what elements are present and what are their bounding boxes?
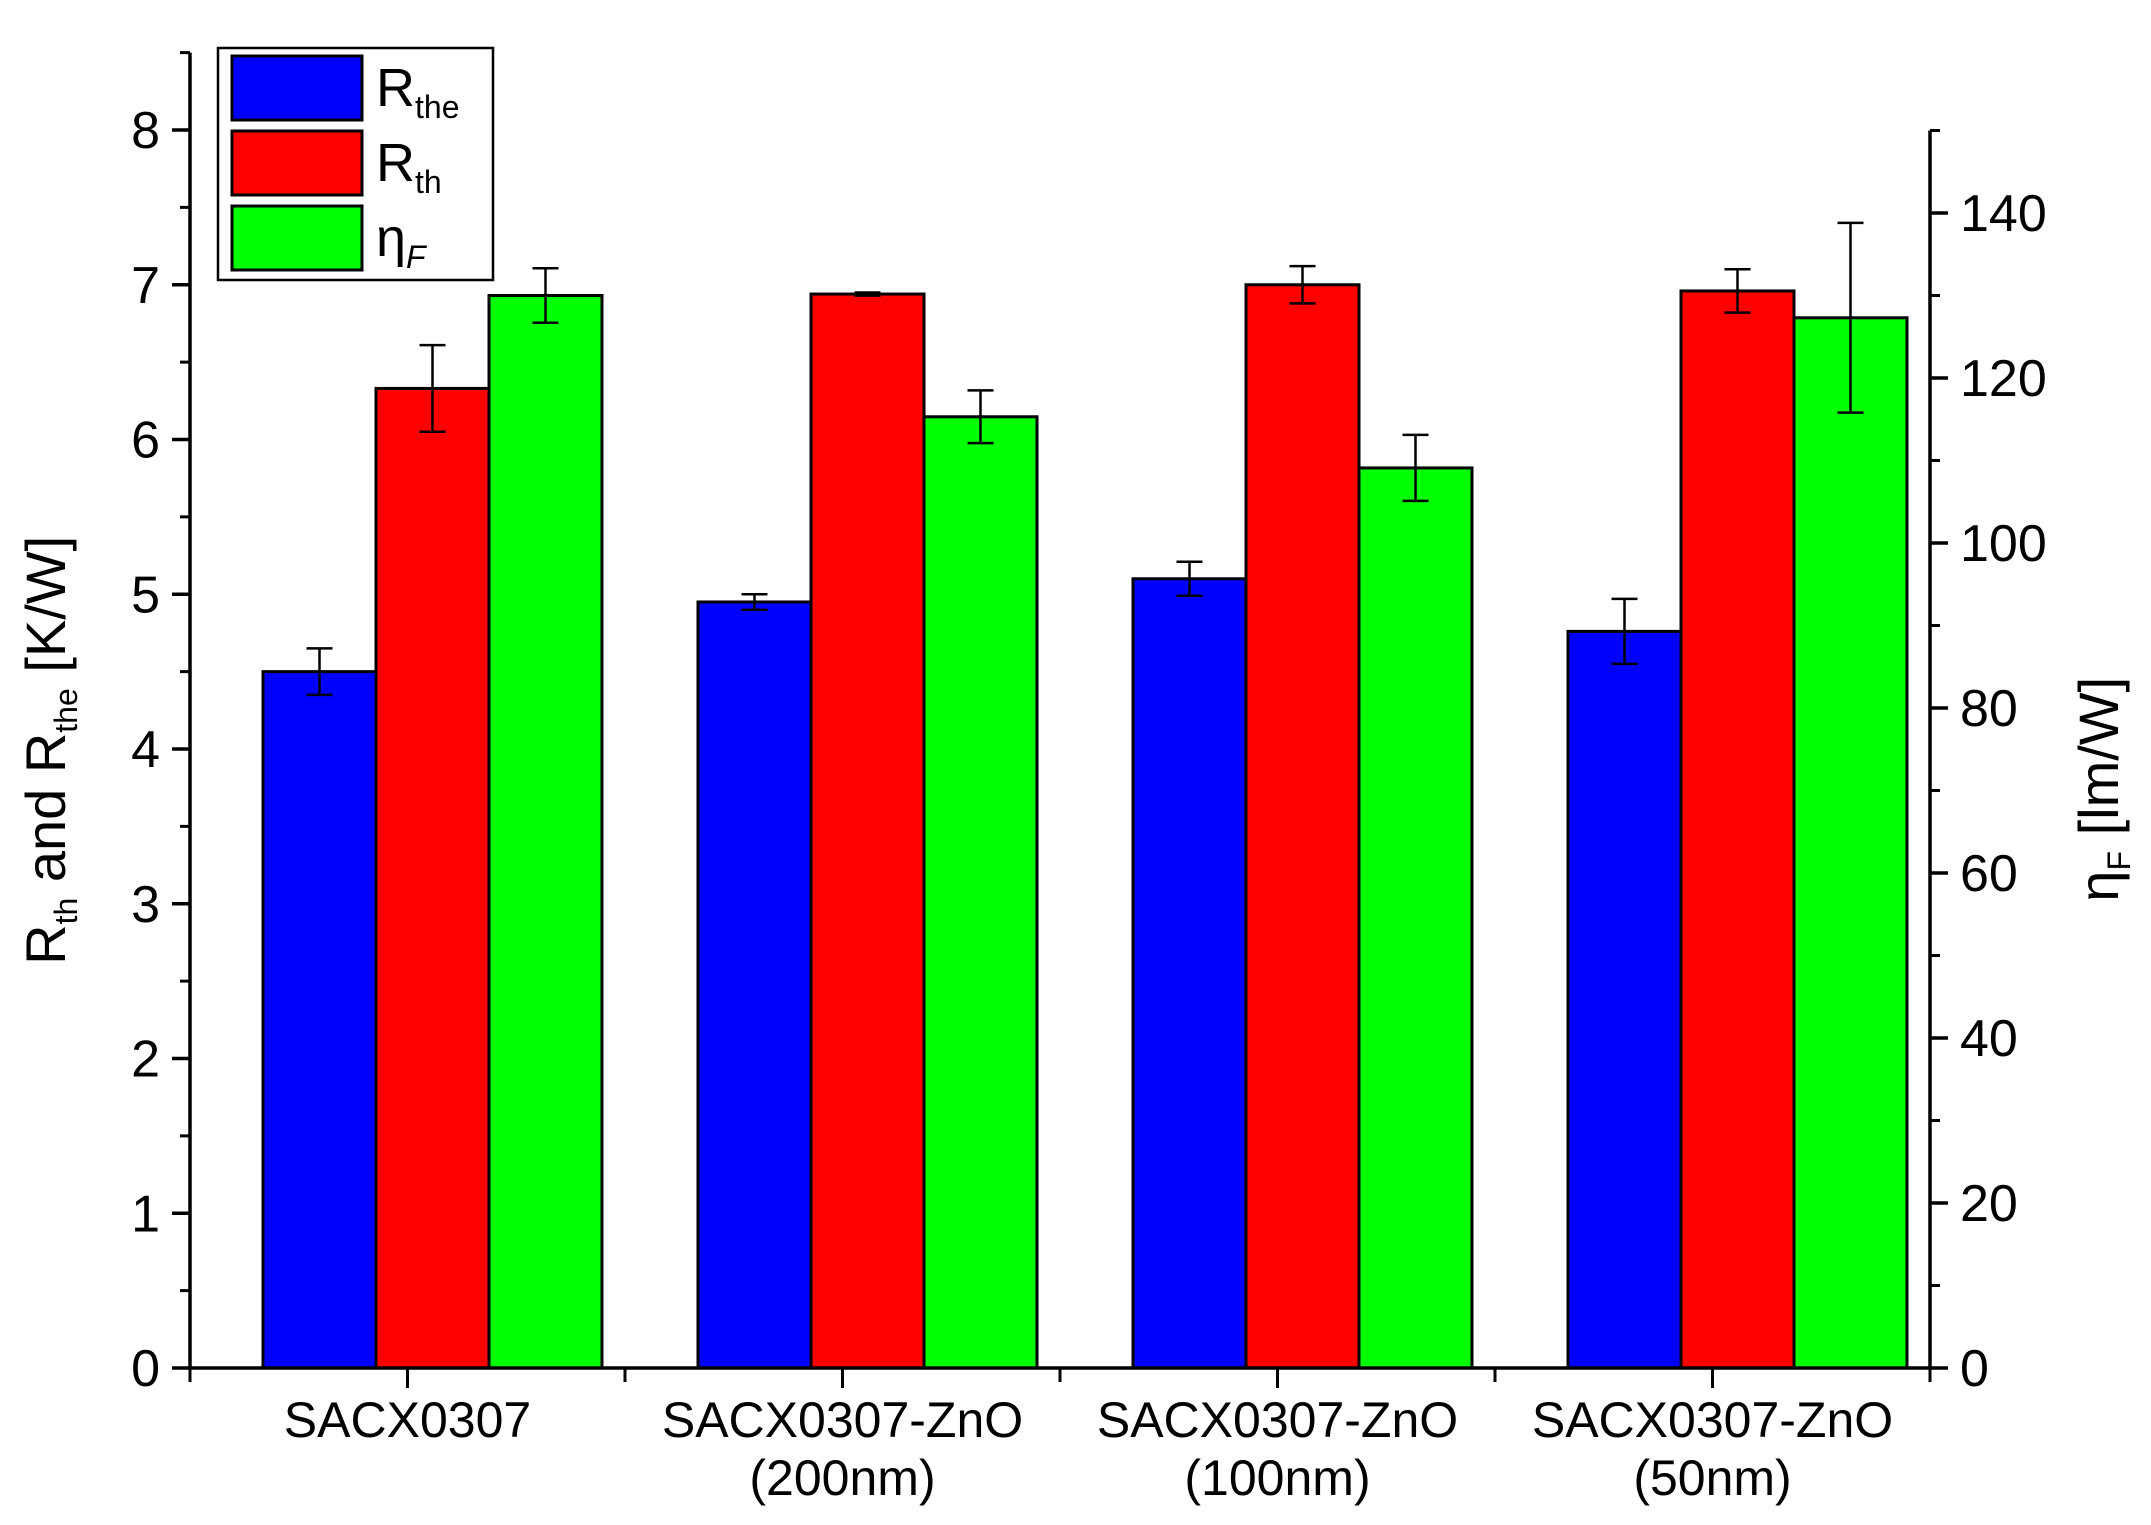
axes-layer bbox=[172, 51, 1948, 1388]
left-axis-title: Rth and Rthe [K/W] bbox=[14, 536, 84, 965]
category-label-3-0: SACX0307-ZnO bbox=[1532, 1392, 1893, 1448]
legend: Rthe Rth ηF bbox=[216, 46, 495, 282]
legend-swatch-th bbox=[230, 129, 364, 197]
legend-label-F: ηF bbox=[376, 208, 428, 275]
legend-swatch-the bbox=[230, 54, 364, 122]
bar-F-1 bbox=[922, 415, 1039, 1370]
category-label-0-0: SACX0307 bbox=[284, 1392, 531, 1448]
left-tick-label-0: 0 bbox=[131, 1340, 160, 1398]
right-tick-label-100: 100 bbox=[1960, 515, 2047, 573]
category-label-1-0: SACX0307-ZnO bbox=[662, 1392, 1023, 1448]
left-tick-label-3: 3 bbox=[131, 876, 160, 934]
category-label-2-0: SACX0307-ZnO bbox=[1097, 1392, 1458, 1448]
right-tick-label-40: 40 bbox=[1960, 1010, 2018, 1068]
bar-F-3 bbox=[1792, 316, 1909, 1370]
left-tick-label-1: 1 bbox=[131, 1185, 160, 1243]
bar-F-0 bbox=[487, 294, 604, 1370]
right-tick-label-0: 0 bbox=[1960, 1340, 1989, 1398]
left-tick-label-7: 7 bbox=[131, 257, 160, 315]
left-tick-label-5: 5 bbox=[131, 566, 160, 624]
left-tick-label-6: 6 bbox=[131, 412, 160, 470]
right-tick-label-20: 20 bbox=[1960, 1175, 2018, 1233]
legend-label-the: Rthe bbox=[376, 58, 459, 125]
right-tick-label-120: 120 bbox=[1960, 350, 2047, 408]
right-tick-label-80: 80 bbox=[1960, 680, 2018, 738]
bar-th-1 bbox=[809, 292, 926, 1370]
bars-layer bbox=[261, 283, 1909, 1370]
legend-swatch-F bbox=[230, 204, 364, 272]
category-label-1-1: (200nm) bbox=[749, 1450, 935, 1506]
left-tick-label-8: 8 bbox=[131, 102, 160, 160]
left-tick-label-4: 4 bbox=[131, 721, 160, 779]
bar-the-0 bbox=[261, 670, 378, 1370]
bar-the-2 bbox=[1131, 577, 1248, 1370]
bar-th-2 bbox=[1244, 283, 1361, 1370]
error-bars-layer bbox=[306, 221, 1864, 697]
bar-F-2 bbox=[1357, 466, 1474, 1370]
bar-the-1 bbox=[696, 600, 813, 1370]
category-label-3-1: (50nm) bbox=[1633, 1450, 1791, 1506]
bar-th-0 bbox=[374, 386, 491, 1370]
bar-th-3 bbox=[1679, 289, 1796, 1370]
bar-the-3 bbox=[1566, 629, 1683, 1370]
right-tick-label-140: 140 bbox=[1960, 185, 2047, 243]
category-label-2-1: (100nm) bbox=[1184, 1450, 1370, 1506]
right-axis-title: ηF [lm/W] bbox=[2067, 677, 2137, 902]
legend-label-th: Rth bbox=[376, 133, 442, 200]
right-tick-label-60: 60 bbox=[1960, 845, 2018, 903]
left-tick-label-2: 2 bbox=[131, 1031, 160, 1089]
